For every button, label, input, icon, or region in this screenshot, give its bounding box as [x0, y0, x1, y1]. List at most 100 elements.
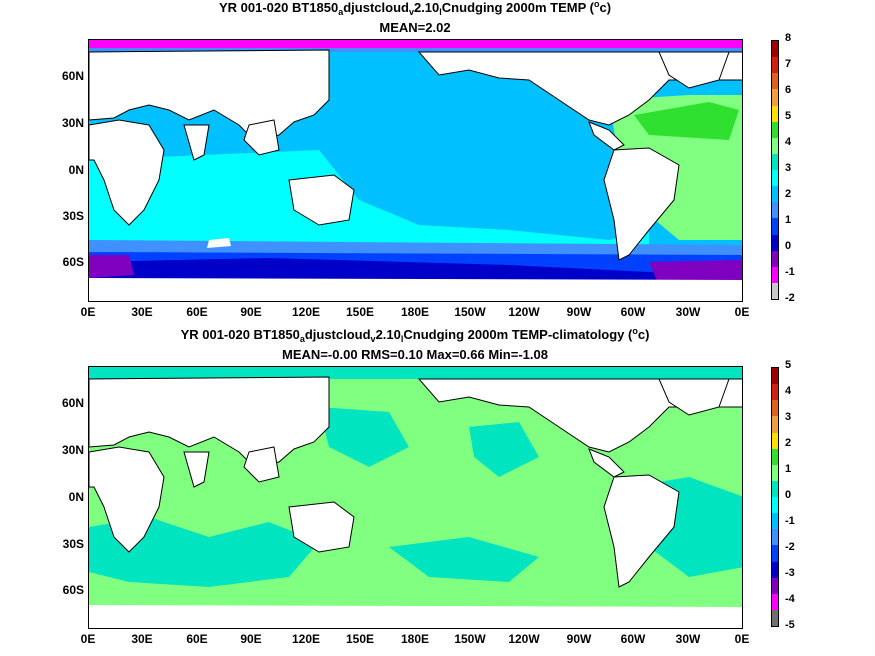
panel2-stats: MEAN=-0.00 RMS=0.10 Max=0.66 Min=-1.08 [282, 347, 548, 362]
colorbar-segment [772, 593, 778, 610]
colorbar-segment [772, 513, 778, 530]
colorbar-segment [772, 153, 778, 170]
colorbar-segment [772, 400, 778, 417]
panel1-lon-label: 60E [186, 305, 208, 319]
panel1-colorbar-tick: 7 [785, 58, 792, 70]
panel2-lon-label: 180E [400, 632, 430, 646]
panel2-lon-label: 150E [345, 632, 375, 646]
panel1-lon-label: 0E [734, 305, 750, 319]
colorbar-segment [772, 186, 778, 203]
panel1-title: YR 001-020 BT1850adjustcloudv2.10lCnudgi… [218, 0, 612, 17]
panel2-lon-label: 120W [508, 632, 540, 646]
panel2-colorbar-tick: 4 [785, 385, 792, 397]
colorbar-segment [772, 432, 778, 449]
panel2-lat-label: 60N [61, 396, 84, 410]
panel1-colorbar-tick: -1 [785, 266, 795, 278]
panel1-colorbar-tick: 1 [785, 214, 792, 226]
panel2-colorbar-tick: 3 [785, 411, 792, 423]
colorbar-segment [772, 57, 778, 74]
colorbar-segment [772, 448, 778, 465]
panel1-lon-label: 150W [454, 305, 486, 319]
panel1-lat-label: 60N [61, 69, 84, 83]
panel2-lat-label: 60S [62, 583, 84, 597]
panel2-lon-label: 90E [240, 632, 262, 646]
panel1-lon-label: 90E [240, 305, 262, 319]
panel1-lat-label: 30N [61, 116, 84, 130]
colorbar-segment [772, 250, 778, 267]
colorbar-segment [772, 480, 778, 497]
panel2-colorbar-tick: -2 [785, 541, 795, 553]
colorbar-segment [772, 121, 778, 138]
panel2-colorbar-tick: -1 [785, 515, 795, 527]
colorbar-segment [772, 202, 778, 219]
panel2-colorbar-tick: 2 [785, 437, 792, 449]
panel2-map [88, 366, 743, 629]
panel1-lon-label: 120E [291, 305, 321, 319]
panel2-lon-label: 30W [675, 632, 701, 646]
panel1-lon-label: 30E [131, 305, 153, 319]
colorbar-segment [772, 41, 778, 58]
panel1-lon-label: 30W [675, 305, 701, 319]
colorbar-segment [772, 89, 778, 106]
panel2-colorbar-tick: 5 [785, 359, 792, 371]
colorbar-segment [772, 416, 778, 433]
panel1-lon-label: 60W [620, 305, 646, 319]
panel1-lon-label: 150E [345, 305, 375, 319]
panel1-map [88, 39, 743, 302]
panel1-ocean-field [89, 40, 742, 301]
panel2-lon-label: 120E [291, 632, 321, 646]
panel1-colorbar-tick: 6 [785, 84, 792, 96]
panel2-lon-label: 60W [620, 632, 646, 646]
colorbar-segment [772, 266, 778, 283]
colorbar-segment [772, 368, 778, 385]
colorbar-segment [772, 561, 778, 578]
panel2-colorbar [771, 367, 779, 627]
colorbar-segment [772, 234, 778, 251]
panel2-lon-label: 30E [131, 632, 153, 646]
panel1-lon-label: 90W [566, 305, 592, 319]
colorbar-segment [772, 529, 778, 546]
panel1-colorbar-tick: 5 [785, 110, 792, 122]
colorbar-segment [772, 464, 778, 481]
panel2-lon-label: 150W [454, 632, 486, 646]
panel2-lon-label: 60E [186, 632, 208, 646]
panel1-colorbar-tick: 4 [785, 136, 792, 148]
colorbar-segment [772, 577, 778, 594]
panel1-lon-label: 180E [400, 305, 430, 319]
panel1-colorbar-tick: 8 [785, 32, 792, 44]
colorbar-segment [772, 137, 778, 154]
colorbar-segment [772, 497, 778, 514]
colorbar-segment [772, 218, 778, 235]
panel2-colorbar-tick: -5 [785, 619, 795, 631]
panel2-colorbar-tick: 1 [785, 463, 792, 475]
panel2-lat-label: 0N [68, 490, 84, 504]
panel2-title: YR 001-020 BT1850adjustcloudv2.10lCnudgi… [180, 326, 650, 344]
panel1-colorbar-tick: 3 [785, 162, 792, 174]
panel1-lat-label: 60S [62, 255, 84, 269]
colorbar-segment [772, 105, 778, 122]
panel2-lon-label: 0E [734, 632, 750, 646]
colorbar-segment [772, 545, 778, 562]
panel1-lon-label: 120W [508, 305, 540, 319]
panel2-lat-label: 30S [62, 537, 84, 551]
panel2-colorbar-tick: 0 [785, 489, 792, 501]
colorbar-segment [772, 282, 778, 299]
panel1-lon-label: 0E [80, 305, 96, 319]
panel1-lat-label: 0N [68, 163, 84, 177]
panel1-colorbar-tick: 2 [785, 188, 792, 200]
panel1-colorbar-tick: -2 [785, 292, 795, 304]
panel2-lat-label: 30N [61, 443, 84, 457]
panel2-lon-label: 90W [566, 632, 592, 646]
panel2-ocean-field [89, 367, 742, 628]
panel2-lon-label: 0E [80, 632, 96, 646]
panel1-stats: MEAN=2.02 [379, 20, 451, 35]
panel2-colorbar-tick: -4 [785, 593, 795, 605]
panel1-lat-label: 30S [62, 209, 84, 223]
panel1-colorbar [771, 40, 779, 300]
colorbar-segment [772, 170, 778, 187]
colorbar-segment [772, 384, 778, 401]
panel2-colorbar-tick: -3 [785, 567, 795, 579]
panel1-colorbar-tick: 0 [785, 240, 792, 252]
colorbar-segment [772, 609, 778, 626]
colorbar-segment [772, 73, 778, 90]
